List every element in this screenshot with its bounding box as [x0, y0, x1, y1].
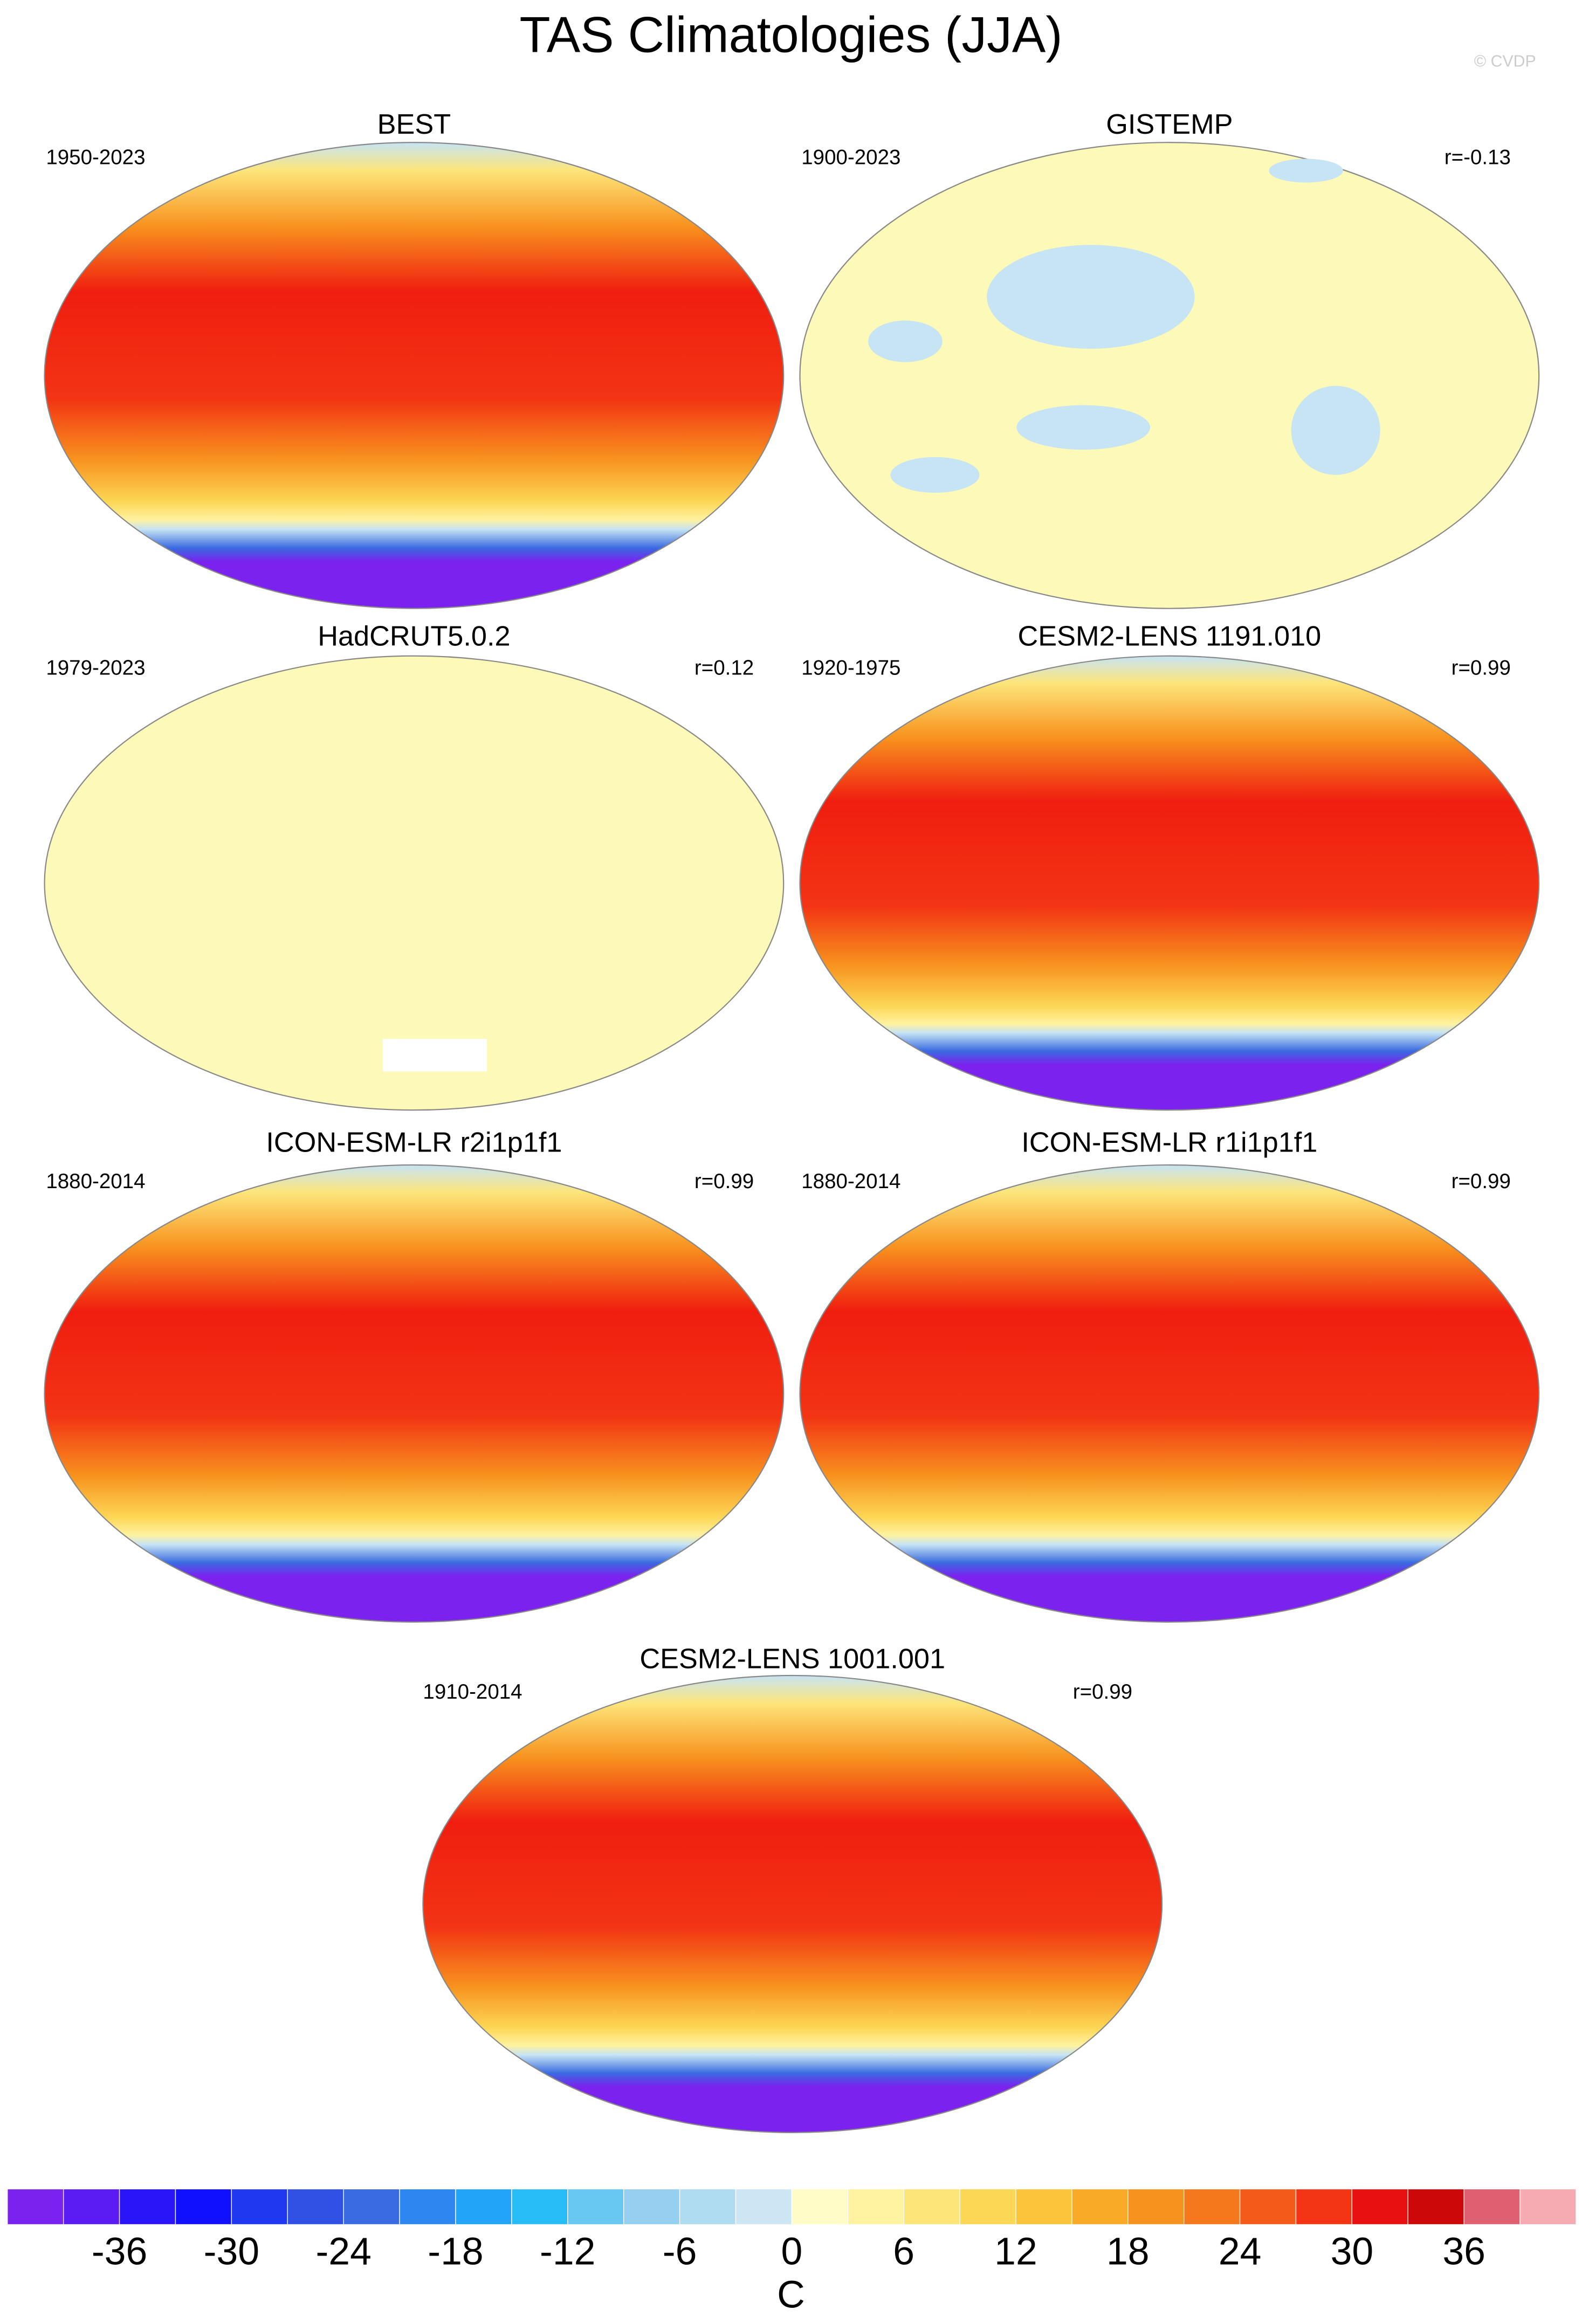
- panel: GISTEMP 1900-2023 r=-0.13: [799, 109, 1540, 609]
- colorbar-box: [231, 2188, 288, 2225]
- colorbar-tick-label: 0: [781, 2230, 802, 2273]
- colorbar-box: [1407, 2188, 1464, 2225]
- figure-title: TAS Climatologies (JJA): [520, 6, 1063, 63]
- colorbar-tick-label: 12: [994, 2230, 1037, 2273]
- map: [799, 142, 1540, 609]
- colorbar-box: [455, 2188, 512, 2225]
- panel: ICON-ESM-LR r2i1p1f1 1880-2014 r=0.99: [44, 1127, 785, 1623]
- panel-title: ICON-ESM-LR r1i1p1f1: [1021, 1127, 1317, 1158]
- colorbar-tick-label: 24: [1219, 2230, 1262, 2273]
- colorbar-box: [399, 2188, 456, 2225]
- colorbar-unit: C: [777, 2273, 805, 2316]
- period: 1900-2023: [801, 146, 900, 169]
- colorbar-tick-label: -12: [540, 2230, 595, 2273]
- colorbar-box: [511, 2188, 568, 2225]
- map-region: [987, 245, 1195, 349]
- pattern-correlation: r=0.99: [1452, 1170, 1511, 1193]
- map-region: [890, 457, 980, 493]
- map-region: [868, 320, 943, 362]
- map-region: [1291, 385, 1380, 475]
- colorbar-box: [959, 2188, 1016, 2225]
- colorbar-box: [1071, 2188, 1129, 2225]
- colorbar-tick-label: -24: [315, 2230, 371, 2273]
- map-region: [1016, 405, 1151, 450]
- colorbar-box: [679, 2188, 737, 2225]
- colorbar-tick-label: 36: [1442, 2230, 1485, 2273]
- pattern-correlation: r=0.99: [1452, 657, 1511, 680]
- pattern-correlation: r=0.99: [1073, 1680, 1132, 1704]
- map: [44, 142, 785, 609]
- colorbar-box: [567, 2188, 624, 2225]
- colorbar-box: [791, 2188, 848, 2225]
- colorbar-box: [1519, 2188, 1577, 2225]
- panel-title: ICON-ESM-LR r2i1p1f1: [266, 1127, 562, 1158]
- panel-title: CESM2-LENS 1001.001: [639, 1643, 945, 1674]
- colorbar-tick-label: 6: [893, 2230, 914, 2273]
- colorbar-tick-label: -18: [428, 2230, 483, 2273]
- pattern-correlation: r=0.12: [694, 657, 754, 680]
- pattern-correlation: r=-0.13: [1445, 146, 1511, 169]
- colorbar-box: [1127, 2188, 1185, 2225]
- colorbar-box: [1183, 2188, 1241, 2225]
- map-region: [383, 1039, 487, 1072]
- panel-title: CESM2-LENS 1191.010: [1017, 621, 1321, 652]
- period: 1880-2014: [801, 1170, 900, 1193]
- colorbar-tick-label: 18: [1106, 2230, 1150, 2273]
- map: [44, 1164, 785, 1623]
- colorbar-tick-label: -6: [663, 2230, 697, 2273]
- period: 1910-2014: [423, 1680, 522, 1704]
- colorbar-tick-label: 30: [1331, 2230, 1374, 2273]
- map: [44, 655, 785, 1111]
- colorbar-box: [735, 2188, 793, 2225]
- pattern-correlation: r=0.99: [694, 1170, 754, 1193]
- map: [422, 1674, 1163, 2133]
- period: 1920-1975: [801, 657, 900, 680]
- colorbar-box: [1463, 2188, 1521, 2225]
- colorbar-box: [7, 2188, 64, 2225]
- colorbar: -36 -30 -24 -18 -12 -6 0 6 12 18 24 30 36: [7, 2188, 1577, 2273]
- credit: © CVDP: [1474, 53, 1536, 71]
- colorbar-box: [119, 2188, 176, 2225]
- colorbar-tick-label: -36: [92, 2230, 147, 2273]
- map: [799, 655, 1540, 1111]
- period: 1950-2023: [46, 146, 145, 169]
- period: 1979-2023: [46, 657, 145, 680]
- panel: BEST 1950-2023: [44, 109, 785, 609]
- panel: CESM2-LENS 1001.001 1910-2014 r=0.99: [422, 1643, 1163, 2133]
- panel: ICON-ESM-LR r1i1p1f1 1880-2014 r=0.99: [799, 1127, 1540, 1623]
- period: 1880-2014: [46, 1170, 145, 1193]
- panel: CESM2-LENS 1191.010 1920-1975 r=0.99: [799, 621, 1540, 1111]
- colorbar-box: [287, 2188, 344, 2225]
- colorbar-box: [1295, 2188, 1353, 2225]
- map: [799, 1164, 1540, 1623]
- colorbar-box: [175, 2188, 232, 2225]
- panel-title: GISTEMP: [1106, 109, 1233, 140]
- colorbar-box: [903, 2188, 960, 2225]
- map-region: [1269, 158, 1343, 183]
- panel: HadCRUT5.0.2 1979-2023 r=0.12: [44, 621, 785, 1111]
- colorbar-tick-label: -30: [204, 2230, 259, 2273]
- colorbar-box: [623, 2188, 680, 2225]
- panel-title: BEST: [377, 109, 451, 140]
- colorbar-box: [343, 2188, 400, 2225]
- colorbar-box: [1015, 2188, 1072, 2225]
- colorbar-box: [63, 2188, 120, 2225]
- colorbar-box: [847, 2188, 904, 2225]
- colorbar-box: [1351, 2188, 1408, 2225]
- colorbar-box: [1239, 2188, 1297, 2225]
- panel-title: HadCRUT5.0.2: [318, 621, 510, 652]
